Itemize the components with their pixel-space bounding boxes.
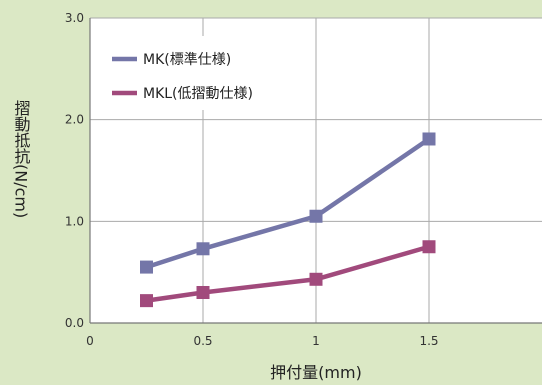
- series-1: [140, 132, 436, 274]
- tick-labels: 0 0.5 1 1.5 0.0 1.0 2.0 3.0: [65, 11, 439, 348]
- data-point: [140, 260, 153, 274]
- x-tick-label: 1: [312, 334, 320, 348]
- legend-label: MKL(低摺動仕様): [143, 86, 253, 102]
- legend-label: MK(標準仕様): [143, 52, 231, 68]
- data-point: [422, 240, 436, 254]
- legend-box: [100, 36, 288, 110]
- data-point: [196, 286, 210, 299]
- x-tick-label: 1.5: [419, 334, 438, 348]
- x-tick-label: 0.5: [193, 334, 212, 348]
- data-point: [309, 209, 323, 223]
- series-2: [140, 240, 436, 308]
- data-point: [309, 272, 323, 286]
- data-point: [422, 132, 436, 146]
- data-point: [196, 242, 210, 256]
- data-series: [140, 132, 436, 308]
- axes: [89, 18, 542, 324]
- series-line: [145, 137, 431, 270]
- y-tick-label: 3.0: [65, 11, 84, 25]
- data-point: [140, 294, 153, 308]
- y-tick-label: 0.0: [65, 316, 84, 330]
- y-axis-title: 摺動抵抗(N/cm): [12, 100, 31, 218]
- y-tick-label: 1.0: [65, 214, 84, 228]
- legend: MK(標準仕様) MKL(低摺動仕様): [100, 36, 288, 110]
- x-tick-label: 0: [86, 334, 94, 348]
- series-line: [146, 244, 430, 303]
- x-axis-title: 押付量(mm): [270, 363, 362, 382]
- y-tick-label: 2.0: [65, 113, 84, 127]
